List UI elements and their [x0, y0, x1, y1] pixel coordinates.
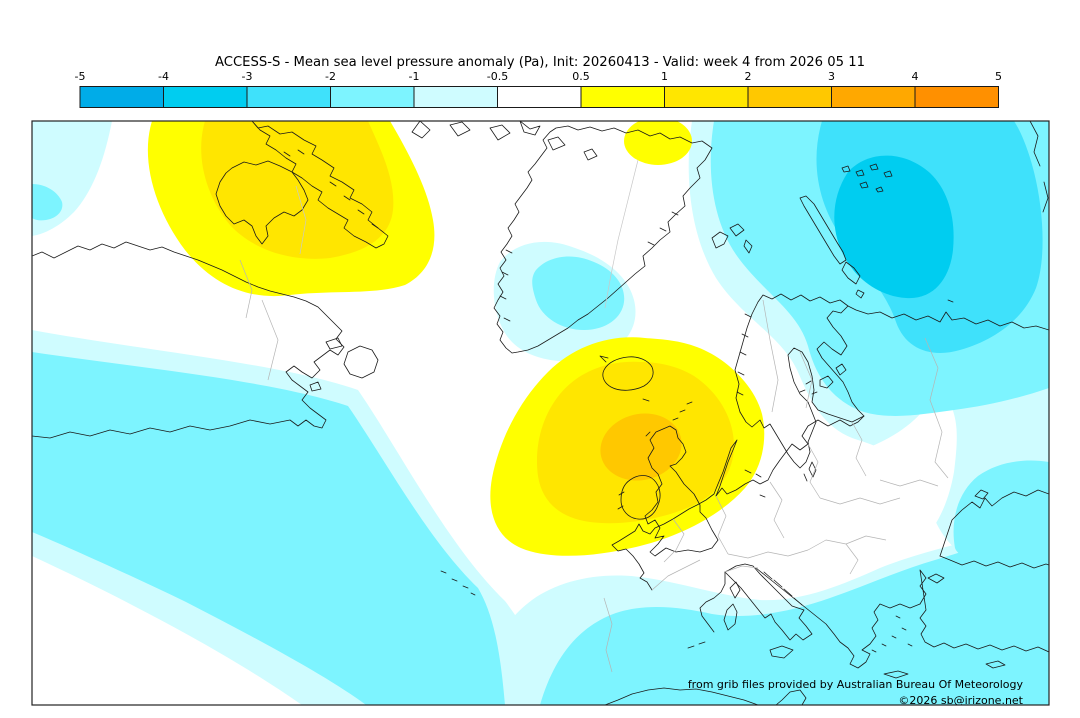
coastline-azov [974, 489, 989, 500]
colorbar-segment [246, 86, 331, 108]
coastline-marmara [927, 573, 945, 584]
coastline-greece-islands [871, 615, 1006, 679]
attribution-provider: from grib files provided by Australian B… [688, 678, 1024, 691]
colorbar-tick-label: -0.5 [487, 70, 508, 83]
attribution-copyright: ©2026 sb@irizone.net [898, 694, 1023, 707]
coastline-hudson-bay [215, 160, 309, 245]
coastline-turkey-west-south [919, 569, 1049, 653]
colorbar-segment [497, 86, 582, 108]
coastline-greenland-fjord-marks [499, 211, 679, 322]
colorbar-tick-label: -1 [409, 70, 420, 83]
colorbar-tick-label: -2 [325, 70, 336, 83]
colorbar-segment [79, 86, 164, 108]
figure-title: ACCESS-S - Mean sea level pressure anoma… [215, 55, 865, 70]
colorbar-segment [914, 86, 999, 108]
coastline-novaya-zemlya [799, 195, 865, 299]
coastline-dalmatia-islands [763, 571, 803, 606]
colorbar-segment [580, 86, 665, 108]
coastline-scandinavia-inner [739, 347, 865, 469]
colorbar-segment [413, 86, 498, 108]
colorbar-tick-label: 4 [912, 70, 919, 83]
coastline-uk [644, 425, 719, 557]
colorbar-tick-label: 5 [995, 70, 1002, 83]
coastline-ireland [617, 475, 661, 520]
colorbar-tick-label: -4 [158, 70, 169, 83]
coastline-black-sea-south [939, 555, 1049, 569]
coastline-arctic-russia [847, 305, 1049, 331]
coastline-scandinavia [715, 293, 865, 497]
map-frame [31, 120, 1050, 706]
lakes-ladoga-onega [799, 363, 847, 395]
coastline-baffin-island [251, 121, 389, 249]
coastline-newfoundland [309, 337, 379, 392]
colorbar-segment [330, 86, 415, 108]
colorbar-tick-label: 0.5 [572, 70, 590, 83]
colorbar-segment [163, 86, 248, 108]
colorbar: -5 -4 -3 -2 -1 -0.5 0.5 1 2 3 4 5 [75, 70, 1002, 108]
coastline-iceland [599, 355, 654, 391]
coastline-denmark-jutland [611, 439, 738, 591]
coastline-baffin-fjord-marks [283, 149, 379, 229]
coastline-sicily-sardinia-corsica [723, 581, 794, 659]
coastline-north-africa [604, 687, 807, 705]
colorbar-tick-label: -5 [75, 70, 86, 83]
coastline-svalbard [711, 223, 753, 254]
map-area: from grib files provided by Australian B… [32, 121, 1049, 707]
colorbar-segment [664, 86, 749, 108]
coastline-arctic-islands [411, 121, 598, 161]
coastline-norway-fjord-marks [736, 313, 752, 396]
colorbar-segment [831, 86, 916, 108]
country-borders [239, 159, 949, 673]
colorbar-tick-label: 2 [745, 70, 752, 83]
colorbar-tick-label: 1 [661, 70, 668, 83]
anomaly-band-pos-2 [600, 413, 682, 481]
coastline-small-islands [440, 299, 954, 649]
colorbar-segment [747, 86, 832, 108]
coastline-greenland [493, 125, 713, 354]
coastline-yamal [1029, 121, 1049, 213]
colorbar-tick-label: 3 [828, 70, 835, 83]
coastline-black-sea-north [939, 489, 1049, 557]
coastline-north-america [32, 241, 345, 439]
anomaly-band-neg-3 [834, 155, 954, 299]
coastline-franz-josef-land [841, 163, 893, 193]
coastline-med-france [699, 571, 726, 633]
colorbar-tick-label: -3 [242, 70, 253, 83]
